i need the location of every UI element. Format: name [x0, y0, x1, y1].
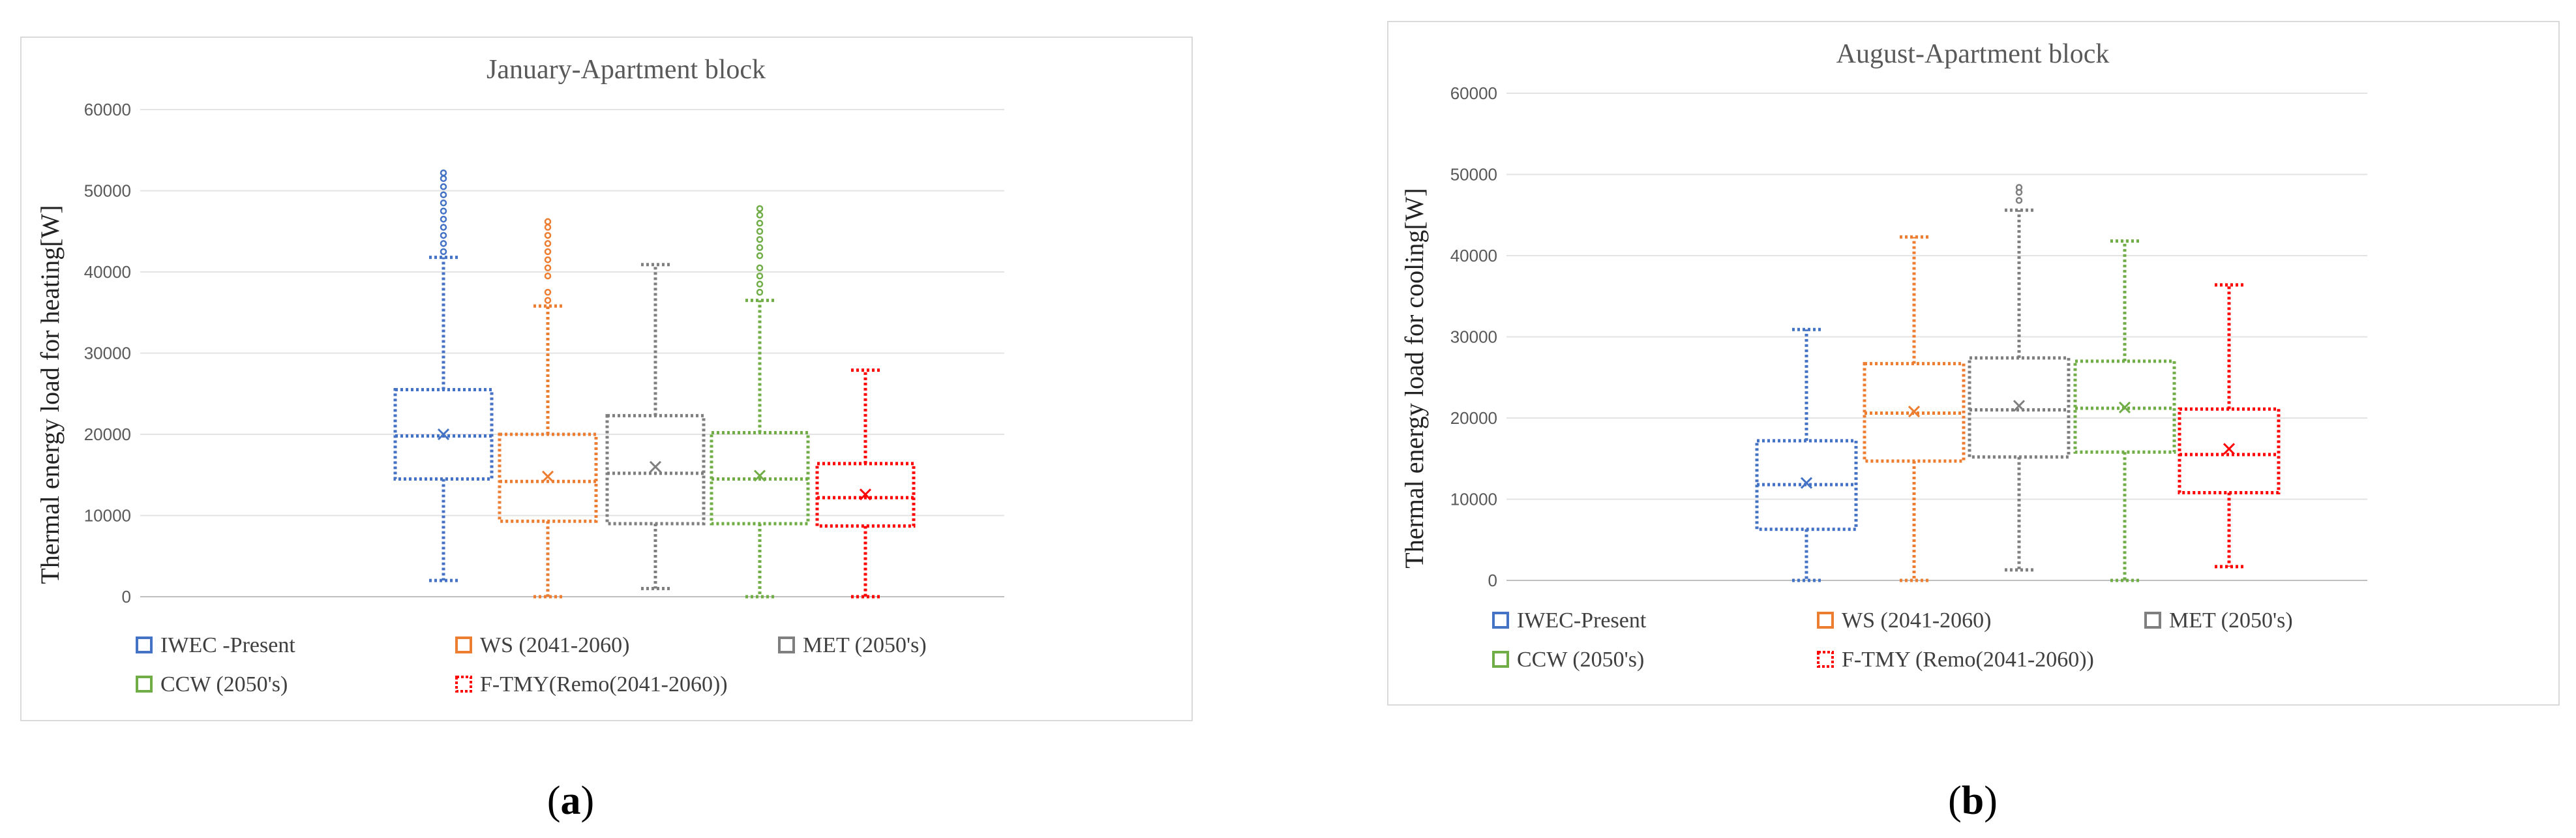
legend-label: IWEC-Present [1517, 608, 1647, 633]
box-outlier-point [756, 220, 764, 227]
legend-label: MET (2050's) [803, 633, 927, 657]
legend-swatch [136, 676, 153, 693]
y-tick-label: 0 [122, 587, 131, 606]
box-outlier-point [756, 205, 764, 213]
box-outlier-point [756, 211, 764, 219]
legend-label: F-TMY(Remo(2041-2060)) [480, 672, 728, 696]
box-outlier-point [756, 288, 764, 296]
box-mean-marker [2118, 401, 2131, 413]
legend-swatch [455, 636, 472, 653]
box-outlier-point [544, 240, 552, 247]
legend-label: IWEC -Present [160, 633, 295, 657]
box-mean-marker [437, 428, 450, 441]
y-tick-label: 40000 [1450, 246, 1497, 265]
box-outlier-point [756, 244, 764, 251]
box-iqr [605, 413, 706, 526]
chart-a-title: January-Apartment block [487, 55, 766, 85]
chart-b-frame [1387, 21, 2560, 706]
box-mean-marker [859, 488, 872, 501]
box-outlier-point [544, 272, 552, 280]
box-outlier-point [440, 224, 447, 231]
legend-swatch [1817, 612, 1834, 629]
legend-label: MET (2050's) [2169, 608, 2293, 633]
legend-swatch [2144, 612, 2161, 629]
box-outlier-point [756, 252, 764, 260]
legend-label: CCW (2050's) [160, 672, 288, 696]
legend-label: WS (2041-2060) [480, 633, 629, 657]
y-tick-label: 60000 [84, 100, 131, 119]
y-tick-label: 40000 [84, 262, 131, 282]
y-tick-label: 10000 [84, 506, 131, 526]
y-tick-label: 20000 [1450, 408, 1497, 428]
box-iqr [1968, 356, 2071, 459]
box-mean-marker [1908, 405, 1921, 418]
caption-b: (b) [1948, 779, 1998, 823]
box-outlier-point [2015, 184, 2023, 191]
box-outlier-point [544, 232, 552, 239]
y-tick-label: 0 [1488, 571, 1497, 590]
box-outlier-point [440, 169, 447, 177]
box-outlier-point [440, 207, 447, 215]
box-outlier-point [544, 218, 552, 226]
box-mean-marker [2013, 400, 2026, 412]
y-tick-label: 50000 [1450, 165, 1497, 185]
box-outlier-point [756, 264, 764, 272]
box-outlier-point [756, 272, 764, 280]
box-mean-marker [649, 460, 662, 473]
box-outlier-point [440, 232, 447, 239]
chart-b-legend: IWEC-Present WS (2041-2060) MET (2050's) CC… [1492, 608, 2293, 672]
chart-a-frame [20, 37, 1193, 721]
box-iqr [815, 462, 916, 528]
chart-a-plot: 0 10000 20000 30000 40000 50000 60000 [84, 100, 1004, 606]
chart-a-legend: IWEC -Present WS (2041-2060) MET (2050's) C… [136, 633, 927, 696]
box-outlier-point [544, 288, 552, 296]
y-tick-label: 50000 [84, 181, 131, 201]
chart-b-plot: 0 10000 20000 30000 40000 50000 60000 [1450, 83, 2367, 590]
box-outlier-point [544, 248, 552, 256]
legend-label: F-TMY (Remo(2041-2060)) [1842, 648, 2094, 672]
legend-swatch [136, 636, 153, 653]
box-mean-marker [2223, 443, 2236, 455]
box-iqr [498, 432, 598, 523]
box-mean-marker [753, 470, 766, 482]
box-mean-marker [541, 470, 554, 483]
box-outlier-point [756, 280, 764, 288]
y-tick-label: 30000 [84, 344, 131, 363]
legend-label: CCW (2050's) [1517, 648, 1644, 672]
box-outlier-point [544, 297, 552, 304]
y-tick-label: 60000 [1450, 83, 1497, 103]
box-outlier-point [440, 248, 447, 256]
y-tick-label: 20000 [84, 425, 131, 444]
legend-swatch [778, 636, 795, 653]
box-outlier-point [440, 240, 447, 247]
chart-b-title: August-Apartment block [1836, 39, 2110, 69]
legend-swatch [1492, 651, 1509, 668]
box-outlier-point [756, 235, 764, 243]
legend-swatch [455, 676, 472, 693]
box-outlier-point [440, 199, 447, 207]
y-tick-label: 30000 [1450, 327, 1497, 347]
box-outlier-point [440, 191, 447, 198]
box-iqr [2178, 407, 2281, 495]
legend-swatch [1492, 612, 1509, 629]
chart-b-y-axis-label: Thermal energy load for cooling[W] [1400, 188, 1429, 568]
box-outlier-point [544, 256, 552, 263]
box-outlier-point [440, 215, 447, 223]
box-mean-marker [1800, 477, 1813, 489]
box-outlier-point [544, 264, 552, 272]
box-outlier-point [756, 228, 764, 235]
box-outlier-point [2015, 197, 2023, 204]
legend-label: WS (2041-2060) [1842, 608, 1991, 633]
y-tick-label: 10000 [1450, 490, 1497, 509]
box-outlier-point [440, 183, 447, 190]
legend-swatch [1817, 651, 1834, 668]
chart-a-y-axis-label: Thermal energy load for heating[W] [35, 205, 65, 584]
caption-a: (a) [547, 779, 594, 823]
